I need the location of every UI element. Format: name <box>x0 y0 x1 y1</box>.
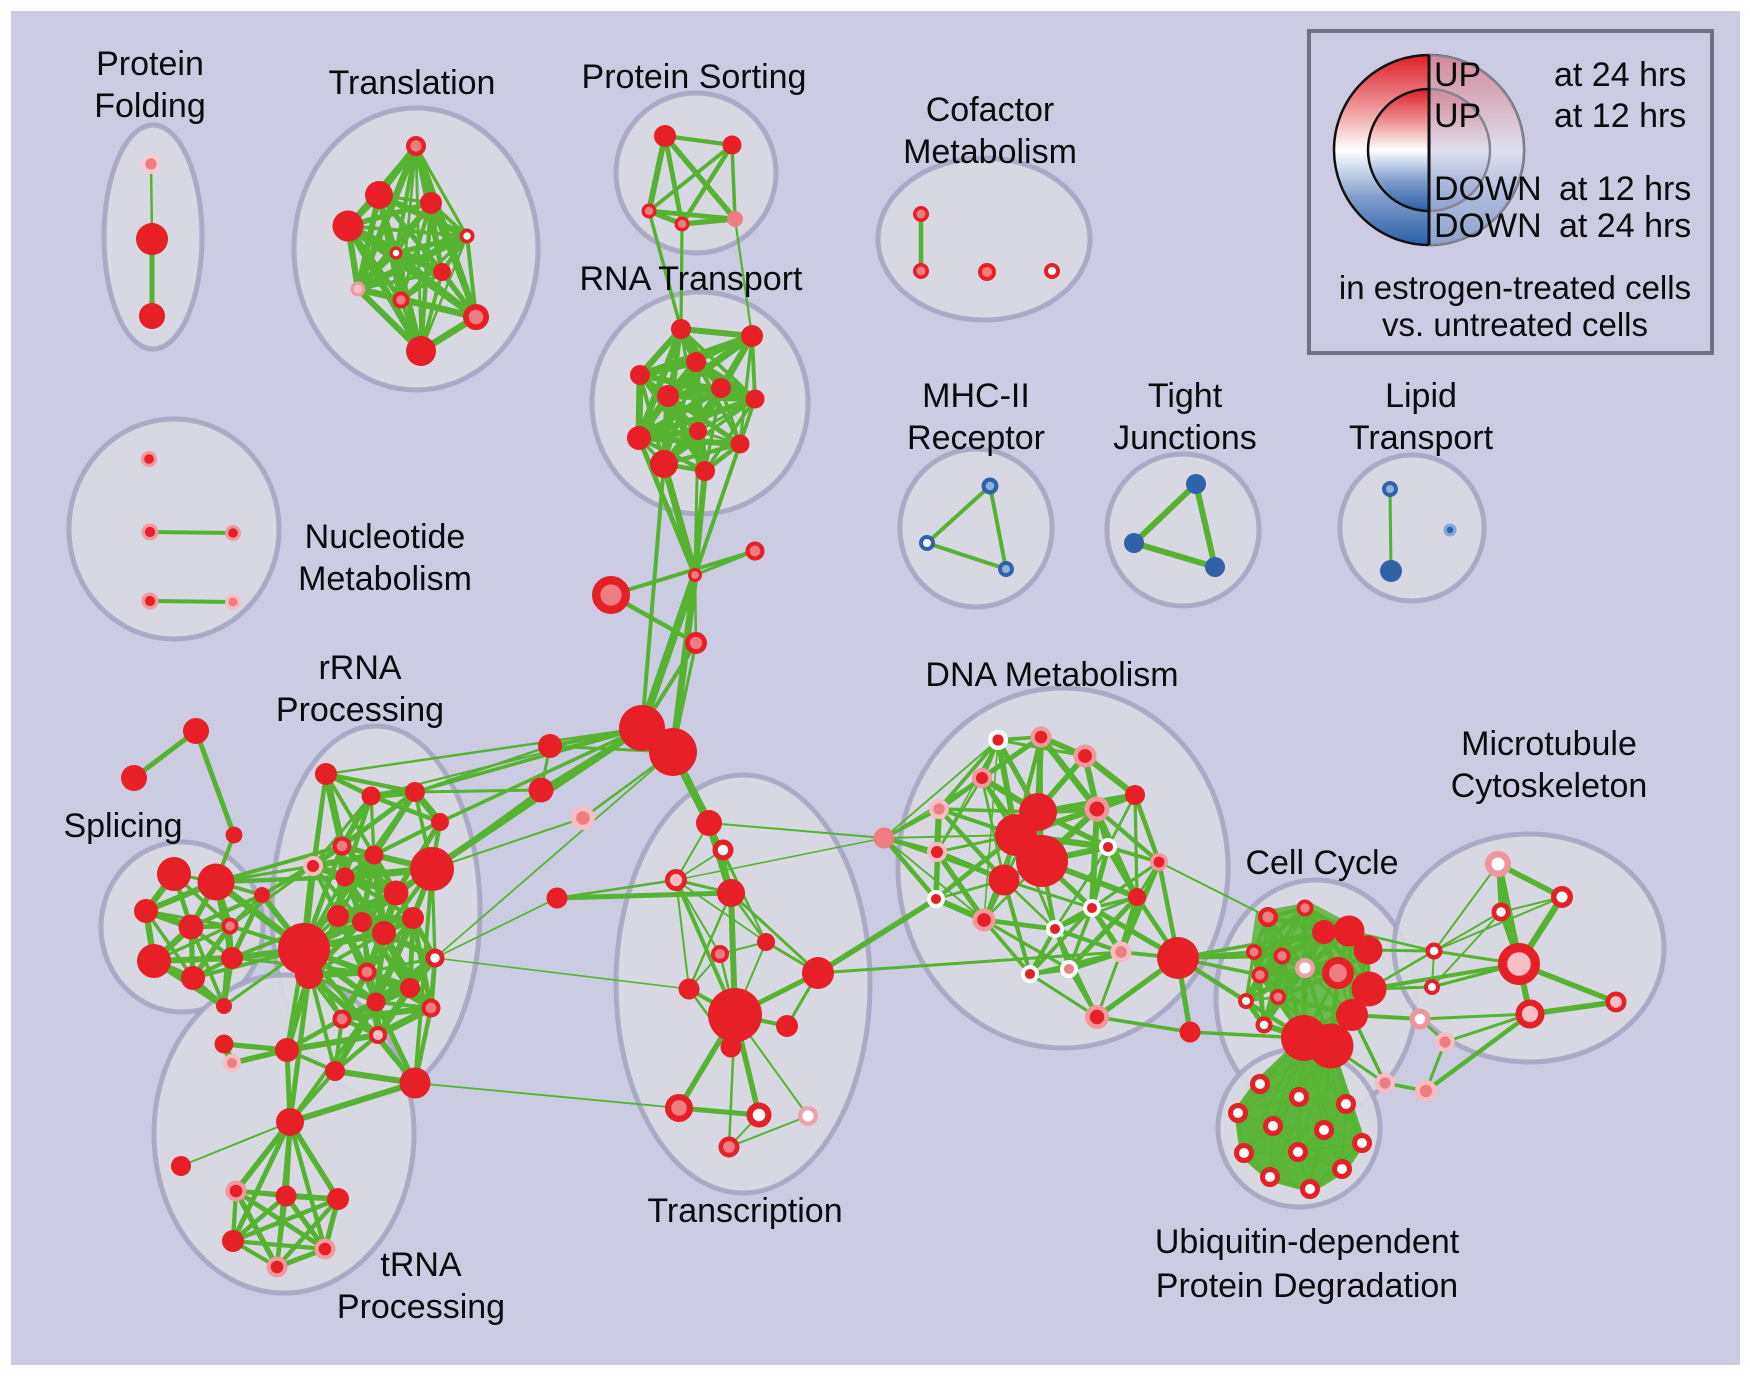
svg-text:Protein: Protein <box>96 45 204 83</box>
svg-text:Nucleotide: Nucleotide <box>305 518 466 556</box>
svg-text:MHC-II: MHC-II <box>922 377 1030 415</box>
svg-text:Processing: Processing <box>276 691 444 729</box>
svg-text:Lipid: Lipid <box>1385 377 1457 415</box>
svg-text:at 12 hrs: at 12 hrs <box>1554 97 1686 135</box>
svg-text:Transport: Transport <box>1349 419 1494 457</box>
svg-text:Processing: Processing <box>337 1288 505 1326</box>
svg-text:Protein Sorting: Protein Sorting <box>582 58 807 96</box>
svg-text:Ubiquitin-dependent: Ubiquitin-dependent <box>1155 1223 1460 1261</box>
svg-text:Microtubule: Microtubule <box>1461 725 1637 763</box>
svg-text:Transcription: Transcription <box>647 1192 842 1230</box>
svg-text:DOWN: DOWN <box>1434 207 1542 245</box>
svg-text:Metabolism: Metabolism <box>903 133 1077 171</box>
svg-text:tRNA: tRNA <box>380 1246 462 1284</box>
svg-text:at 12 hrs: at 12 hrs <box>1559 170 1691 208</box>
svg-text:at 24 hrs: at 24 hrs <box>1559 207 1691 245</box>
svg-text:UP: UP <box>1434 97 1481 135</box>
svg-text:at 24 hrs: at 24 hrs <box>1554 56 1686 94</box>
svg-text:in estrogen-treated cells: in estrogen-treated cells <box>1339 269 1691 306</box>
svg-text:Junctions: Junctions <box>1113 419 1257 457</box>
svg-text:Tight: Tight <box>1148 377 1223 415</box>
svg-text:Protein Degradation: Protein Degradation <box>1156 1267 1458 1305</box>
svg-text:UP: UP <box>1434 56 1481 94</box>
svg-text:Cytoskeleton: Cytoskeleton <box>1451 767 1648 805</box>
svg-text:Metabolism: Metabolism <box>298 560 472 598</box>
svg-text:DNA Metabolism: DNA Metabolism <box>925 656 1178 694</box>
svg-text:vs. untreated cells: vs. untreated cells <box>1382 306 1648 343</box>
svg-text:DOWN: DOWN <box>1434 170 1542 208</box>
svg-text:Cofactor: Cofactor <box>926 91 1055 129</box>
svg-text:Receptor: Receptor <box>907 419 1045 457</box>
svg-text:Cell Cycle: Cell Cycle <box>1245 844 1398 882</box>
svg-text:Translation: Translation <box>329 64 496 102</box>
svg-text:RNA Transport: RNA Transport <box>580 260 804 298</box>
svg-text:Splicing: Splicing <box>63 807 182 845</box>
svg-text:Folding: Folding <box>94 87 206 125</box>
svg-text:rRNA: rRNA <box>318 649 401 687</box>
